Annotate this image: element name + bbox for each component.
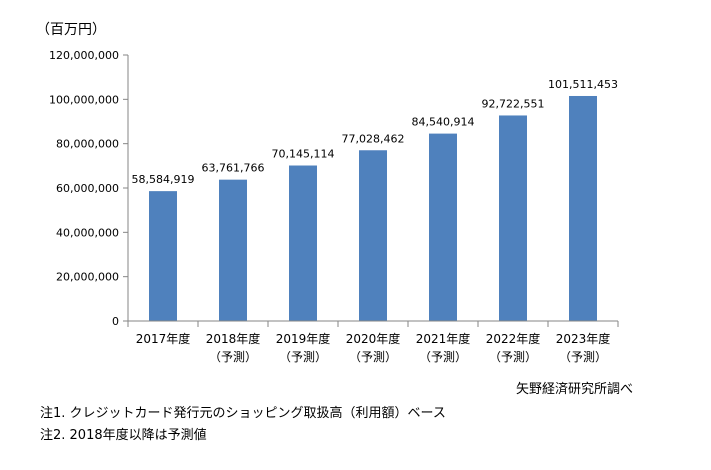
x-tick-label: 2022年度: [486, 331, 541, 346]
x-tick-label: （予測）: [489, 350, 537, 364]
x-tick-label: 2019年度: [276, 331, 331, 346]
x-tick-label: （予測）: [419, 350, 467, 364]
y-tick-label: 100,000,000: [49, 93, 119, 106]
bar: [149, 191, 177, 321]
x-tick-label: （予測）: [349, 350, 397, 364]
footnote-1: 注1. クレジットカード発行元のショッピング取扱高（利用額）ベース: [40, 406, 446, 421]
y-axis: 0 20,000,000 40,000,000 60,000,000 80,000,00…: [49, 49, 129, 328]
y-tick-label: 40,000,000: [56, 226, 119, 239]
data-label: 84,540,914: [412, 116, 475, 129]
data-label: 63,761,766: [202, 162, 265, 175]
x-tick-label: （予測）: [559, 350, 607, 364]
data-label: 101,511,453: [548, 78, 618, 91]
bars: 58,584,919 63,761,766 70,145,114 77,028,462…: [132, 78, 618, 322]
x-tick-label: 2023年度: [556, 331, 611, 346]
bar: [499, 115, 527, 321]
y-tick-label: 20,000,000: [56, 271, 119, 284]
data-label: 92,722,551: [482, 97, 545, 110]
y-tick-label: 80,000,000: [56, 138, 119, 151]
source-credit: 矢野経済研究所調べ: [515, 382, 633, 397]
y-tick-label: 60,000,000: [56, 182, 119, 195]
bar: [359, 150, 387, 321]
bar: [429, 133, 457, 321]
bar: [569, 95, 597, 322]
unit-label: （百万円）: [36, 22, 106, 38]
y-tick-label: 0: [112, 315, 119, 328]
data-label: 70,145,114: [272, 148, 335, 161]
bar: [219, 179, 247, 321]
x-axis: 2017年度 2018年度 （予測） 2019年度 （予測） 2020年度 （予測） 2021…: [127, 320, 619, 364]
bar: [289, 165, 317, 321]
footnote-2: 注2. 2018年度以降は予測値: [40, 428, 207, 443]
x-tick-label: 2021年度: [416, 331, 471, 346]
x-tick-label: 2018年度: [206, 331, 261, 346]
x-tick-label: 2017年度: [136, 331, 191, 346]
x-tick-label: （予測）: [279, 350, 327, 364]
data-label: 77,028,462: [342, 132, 405, 145]
x-tick-label: 2020年度: [346, 331, 401, 346]
x-tick-label: （予測）: [209, 350, 257, 364]
y-tick-label: 120,000,000: [49, 49, 119, 62]
data-label: 58,584,919: [132, 173, 195, 186]
